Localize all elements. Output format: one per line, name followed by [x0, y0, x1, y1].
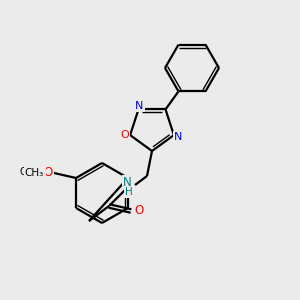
Text: H: H: [125, 187, 133, 197]
Text: O: O: [134, 203, 144, 217]
Text: N: N: [123, 176, 131, 188]
Text: OCH₃: OCH₃: [19, 167, 45, 177]
Text: N: N: [135, 101, 144, 111]
Text: CH₃: CH₃: [24, 168, 44, 178]
Text: O: O: [121, 130, 130, 140]
Text: O: O: [44, 166, 52, 178]
Text: N: N: [174, 132, 182, 142]
